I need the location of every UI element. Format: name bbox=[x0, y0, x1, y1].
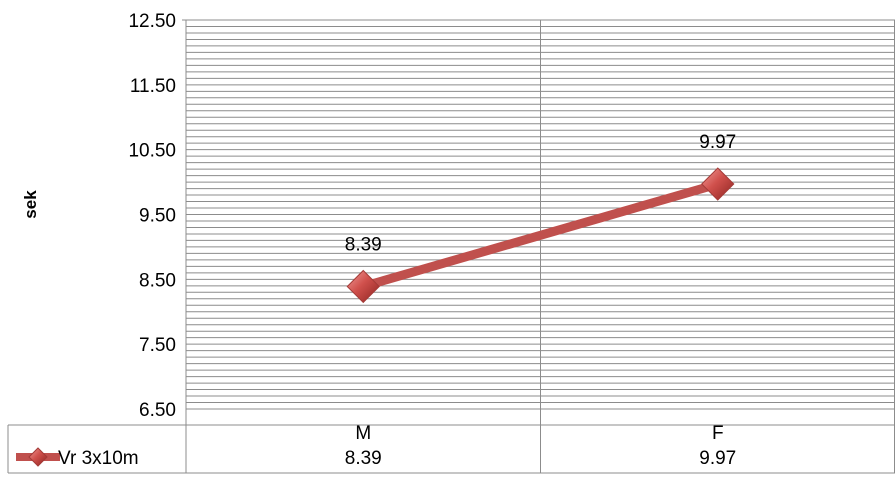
data-table: M F Vr 3x10m 8.39 9.97 bbox=[16, 423, 736, 469]
series-line bbox=[362, 179, 719, 291]
data-point-marker bbox=[701, 167, 735, 201]
table-value: 9.97 bbox=[699, 448, 736, 469]
y-tick-label: 9.50 bbox=[139, 206, 176, 227]
x-category-label: M bbox=[355, 423, 371, 444]
table-value: 8.39 bbox=[345, 448, 382, 469]
y-tick-label: 12.50 bbox=[128, 11, 176, 32]
series-vr-3x10m: 8.39 9.97 bbox=[345, 132, 736, 304]
legend-marker bbox=[28, 447, 48, 467]
x-category-label: F bbox=[712, 423, 724, 444]
data-label: 9.97 bbox=[699, 132, 736, 153]
y-tick-label: 7.50 bbox=[139, 335, 176, 356]
y-tick-label: 6.50 bbox=[139, 400, 176, 421]
data-point-marker bbox=[346, 269, 380, 304]
y-tick-label: 11.50 bbox=[130, 76, 176, 97]
data-label: 8.39 bbox=[345, 234, 382, 255]
legend-series-name: Vr 3x10m bbox=[58, 448, 139, 469]
y-tick-label: 8.50 bbox=[139, 270, 176, 291]
y-tick-label: 10.50 bbox=[128, 141, 176, 162]
y-axis-label: sek bbox=[21, 190, 40, 219]
y-axis-ticks: 12.50 11.50 10.50 9.50 8.50 7.50 6.50 bbox=[128, 11, 176, 421]
